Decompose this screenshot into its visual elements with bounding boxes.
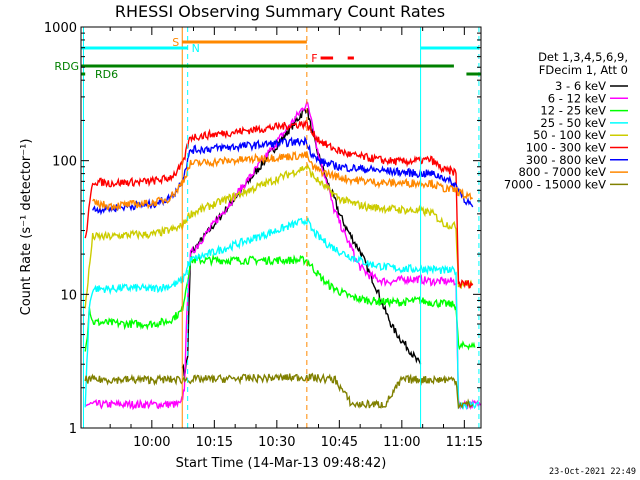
x-tick-label-10-15: 10:15 bbox=[196, 435, 233, 450]
x-tick-label-10-30: 10:30 bbox=[258, 435, 295, 450]
legend-label-7000-15000-kev: 7000 - 15000 keV bbox=[504, 177, 606, 191]
series-line-7000-15000-kev bbox=[84, 372, 474, 410]
y-tick-label-1: 1 bbox=[69, 422, 77, 437]
y-tick-label-1000: 1000 bbox=[44, 21, 77, 36]
legend-label-12-25-kev: 12 - 25 keV bbox=[540, 104, 606, 118]
state-bar-label-rdg: RDG bbox=[54, 60, 79, 73]
state-bar-label-f: F bbox=[311, 52, 317, 65]
series-line-100-300-kev bbox=[84, 118, 474, 289]
series-line-25-50-kev bbox=[84, 217, 480, 411]
x-tick-label-11-00: 11:00 bbox=[383, 435, 420, 450]
x-tick-label-11-15: 11:15 bbox=[446, 435, 483, 450]
plot-timestamp: 23-Oct-2021 22:49 bbox=[549, 467, 636, 477]
x-axis: 10:00 10:15 10:30 10:45 11:00 11:15 bbox=[109, 27, 483, 450]
legend-label-100-300-kev: 100 - 300 keV bbox=[526, 141, 606, 155]
legend-label-800-7000-kev: 800 - 7000 keV bbox=[518, 165, 606, 179]
legend-label-6-12-kev: 6 - 12 keV bbox=[548, 91, 606, 105]
vertical-markers-layer bbox=[83, 27, 480, 428]
legend-label-25-50-kev: 25 - 50 keV bbox=[540, 116, 606, 130]
series-line-6-12-kev bbox=[84, 100, 481, 411]
state-bars-layer: S N F RDG RD6 bbox=[54, 36, 481, 81]
y-tick-label-10: 10 bbox=[60, 288, 77, 303]
x-tick-label-10-45: 10:45 bbox=[321, 435, 358, 450]
state-bar-label-s: S bbox=[172, 36, 179, 49]
x-tick-label-10-00: 10:00 bbox=[133, 435, 170, 450]
series-line-12-25-kev bbox=[84, 253, 476, 352]
legend-header-line-1: Det 1,3,4,5,6,9, bbox=[538, 50, 628, 64]
y-tick-label-100: 100 bbox=[52, 155, 77, 170]
chart-title: RHESSI Observing Summary Count Rates bbox=[115, 2, 445, 21]
plot-frame bbox=[80, 26, 482, 429]
legend-label-300-800-kev: 300 - 800 keV bbox=[526, 153, 606, 167]
series-layer bbox=[84, 100, 481, 411]
legend-label-50-100-kev: 50 - 100 keV bbox=[533, 128, 606, 142]
y-axis: 1 10 100 1000 bbox=[44, 21, 481, 437]
legend-label-3-6-kev: 3 - 6 keV bbox=[555, 79, 606, 93]
x-axis-label: Start Time (14-Mar-13 09:48:42) bbox=[176, 456, 387, 471]
y-axis-label: Count Rate (s⁻¹ detector⁻¹) bbox=[19, 139, 34, 316]
series-line-800-7000-kev bbox=[92, 150, 474, 212]
series-line-50-100-kev bbox=[84, 163, 474, 309]
state-bar-label-rd6: RD6 bbox=[95, 68, 118, 81]
state-bar-label-n: N bbox=[192, 42, 200, 55]
legend: Det 1,3,4,5,6,9,FDecim 1, Att 0 3 - 6 keV… bbox=[504, 50, 628, 191]
legend-header-line-2: FDecim 1, Att 0 bbox=[539, 63, 628, 77]
